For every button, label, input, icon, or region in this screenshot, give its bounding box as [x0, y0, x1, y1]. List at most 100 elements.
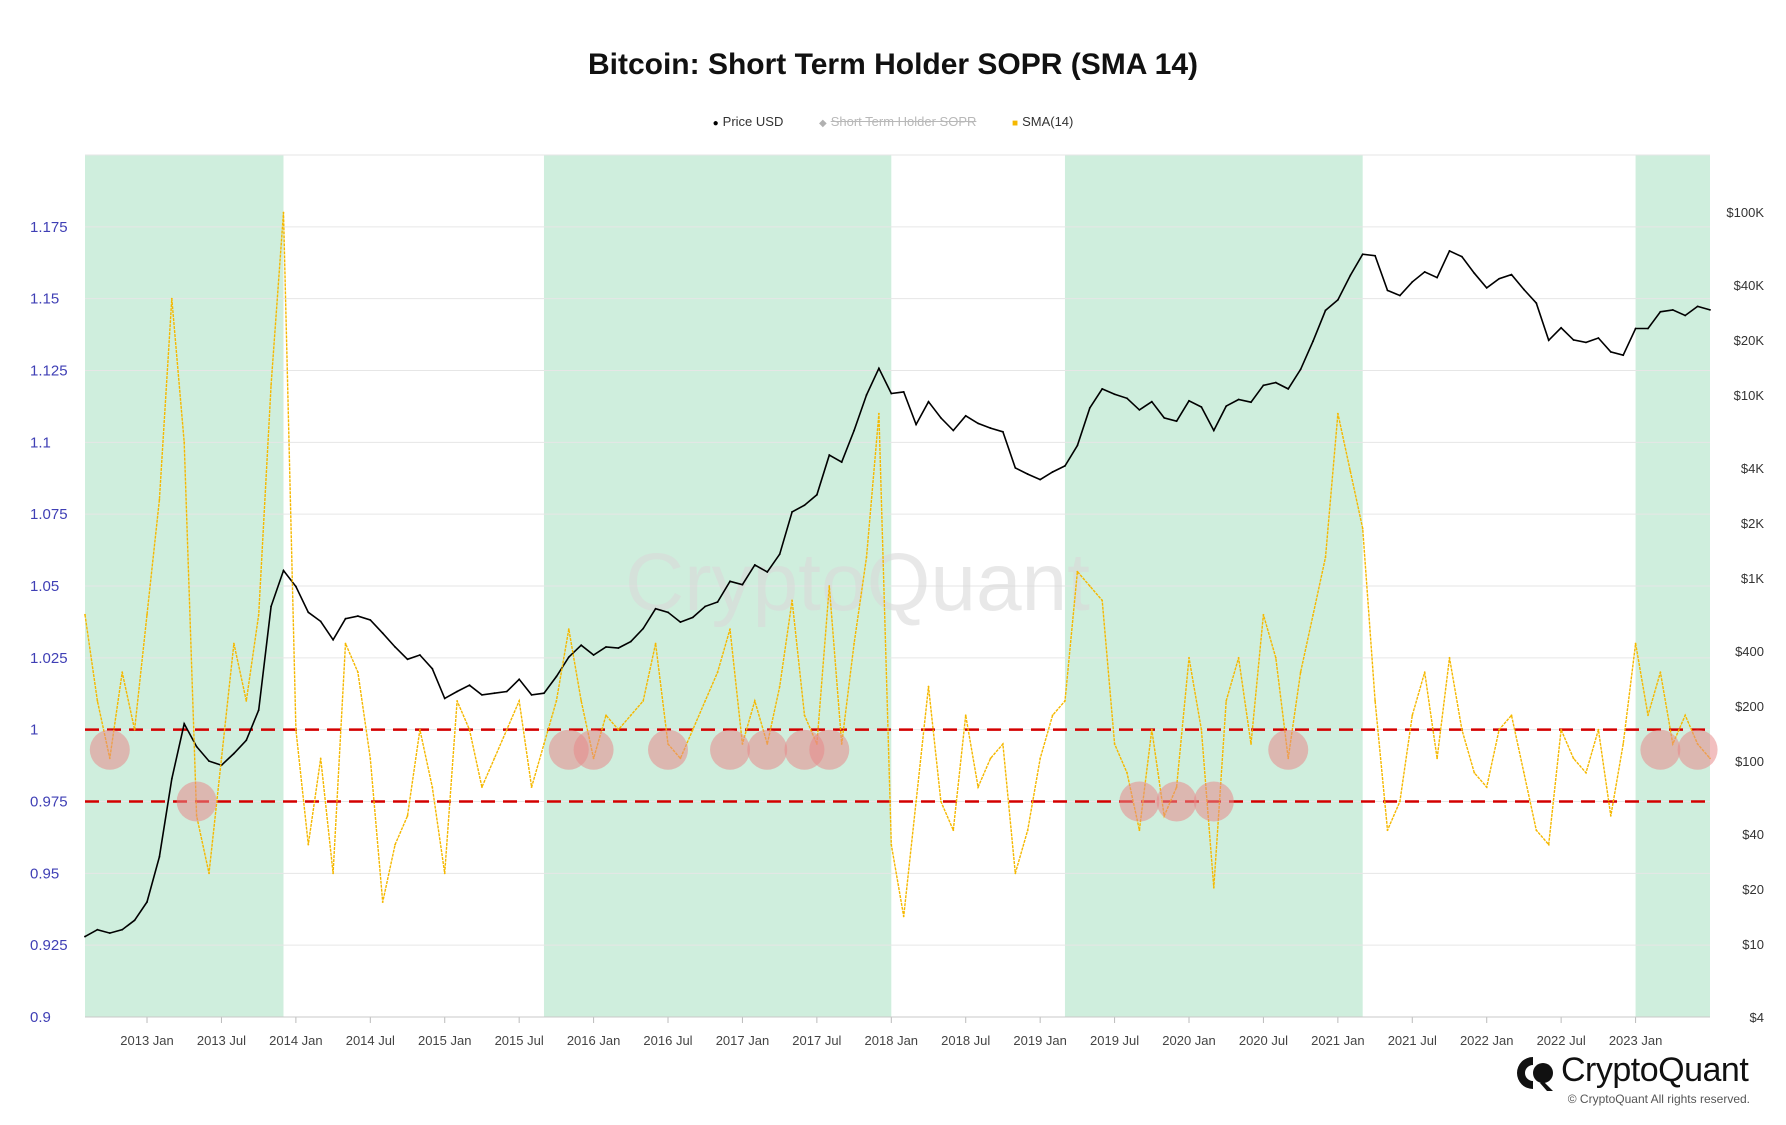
data-point-0 [568, 656, 570, 658]
data-point-1 [779, 686, 781, 688]
data-point-0 [134, 919, 136, 921]
legend-item-sth-sopr[interactable]: ◆ Short Term Holder SOPR [819, 114, 976, 129]
data-point-1 [1275, 657, 1277, 659]
data-point-0 [1697, 305, 1699, 307]
x-tick-label: 2020 Jul [1239, 1033, 1288, 1048]
y-right-tick-label: $100K [1726, 205, 1764, 220]
data-point-0 [1548, 339, 1550, 341]
legend-marker-sth-sopr: ◆ [819, 118, 827, 129]
data-point-1 [394, 844, 396, 846]
y-right-tick-label: $10 [1742, 937, 1764, 952]
data-point-0 [754, 564, 756, 566]
data-point-1 [1535, 829, 1537, 831]
data-point-0 [1163, 417, 1165, 419]
x-tick-label: 2021 Jan [1311, 1033, 1365, 1048]
legend-item-price-usd[interactable]: ● Price USD [713, 114, 784, 129]
data-point-1 [270, 384, 272, 386]
data-point-1 [295, 729, 297, 731]
data-point-1 [208, 872, 210, 874]
data-point-1 [1027, 829, 1029, 831]
data-point-0 [407, 658, 409, 660]
data-point-1 [134, 729, 136, 731]
data-point-0 [1225, 405, 1227, 407]
data-point-1 [506, 729, 508, 731]
data-point-1 [729, 628, 731, 630]
data-point-1 [407, 815, 409, 817]
data-point-0 [394, 646, 396, 648]
data-point-0 [1287, 388, 1289, 390]
data-point-0 [1138, 409, 1140, 411]
data-point-1 [605, 714, 607, 716]
data-point-0 [1312, 340, 1314, 342]
data-point-0 [270, 606, 272, 608]
data-point-1 [1610, 815, 1612, 817]
y-left-tick-label: 0.95 [30, 865, 59, 882]
copyright-notice: © CryptoQuant All rights reserved. [1380, 1092, 1750, 1106]
data-point-1 [121, 671, 123, 673]
data-point-0 [543, 692, 545, 694]
data-point-1 [1238, 657, 1240, 659]
data-point-0 [493, 692, 495, 694]
data-point-1 [171, 298, 173, 300]
data-point-0 [903, 391, 905, 393]
y-left-tick-label: 1.05 [30, 578, 59, 595]
data-point-0 [1300, 369, 1302, 371]
data-point-0 [642, 628, 644, 630]
data-point-0 [667, 611, 669, 613]
highlight-circle-1 [177, 782, 217, 822]
y-right-tick-label: $100 [1735, 754, 1764, 769]
data-point-0 [1511, 274, 1513, 276]
y-right-tick-label: $200 [1735, 699, 1764, 714]
data-point-1 [977, 786, 979, 788]
data-point-1 [1002, 743, 1004, 745]
chart-legend: ● Price USD ◆ Short Term Holder SOPR ■ SMA(… [0, 114, 1786, 129]
data-point-1 [1374, 700, 1376, 702]
data-point-1 [357, 671, 359, 673]
data-point-1 [642, 700, 644, 702]
data-point-0 [605, 646, 607, 648]
data-point-0 [816, 494, 818, 496]
legend-marker-price-usd: ● [713, 118, 719, 129]
data-point-0 [593, 654, 595, 656]
data-point-0 [729, 580, 731, 582]
data-point-1 [617, 729, 619, 731]
data-point-0 [183, 723, 185, 725]
data-point-1 [481, 786, 483, 788]
y-right-tick-label: $20K [1734, 333, 1765, 348]
data-point-0 [1201, 406, 1203, 408]
data-point-1 [382, 901, 384, 903]
data-point-1 [1684, 714, 1686, 716]
highlight-circle-14 [1678, 730, 1718, 770]
data-point-0 [717, 601, 719, 603]
y-left-tick-label: 1.15 [30, 291, 59, 308]
data-point-0 [841, 461, 843, 463]
data-point-1 [791, 599, 793, 601]
x-tick-label: 2023 Jan [1609, 1033, 1663, 1048]
watermark-text: CryptoQuant [625, 537, 1090, 628]
legend-item-sma14[interactable]: ■ SMA(14) [1012, 114, 1073, 129]
data-point-1 [493, 758, 495, 760]
data-point-0 [1213, 430, 1215, 432]
x-tick-label: 2021 Jul [1388, 1033, 1437, 1048]
data-point-0 [791, 511, 793, 513]
data-point-1 [84, 614, 86, 616]
data-point-1 [1337, 413, 1339, 415]
data-point-0 [357, 615, 359, 617]
data-point-1 [580, 700, 582, 702]
data-point-0 [692, 616, 694, 618]
data-point-1 [1511, 714, 1513, 716]
data-point-1 [307, 844, 309, 846]
data-point-0 [419, 654, 421, 656]
data-point-0 [1672, 309, 1674, 311]
data-point-0 [940, 417, 942, 419]
data-point-0 [295, 586, 297, 588]
data-point-0 [1176, 420, 1178, 422]
data-point-0 [1610, 351, 1612, 353]
data-point-0 [853, 430, 855, 432]
data-point-0 [742, 584, 744, 586]
data-point-0 [245, 739, 247, 741]
x-tick-label: 2020 Jan [1162, 1033, 1216, 1048]
data-point-1 [1076, 571, 1078, 573]
data-point-0 [804, 504, 806, 506]
highlight-circle-8 [809, 730, 849, 770]
